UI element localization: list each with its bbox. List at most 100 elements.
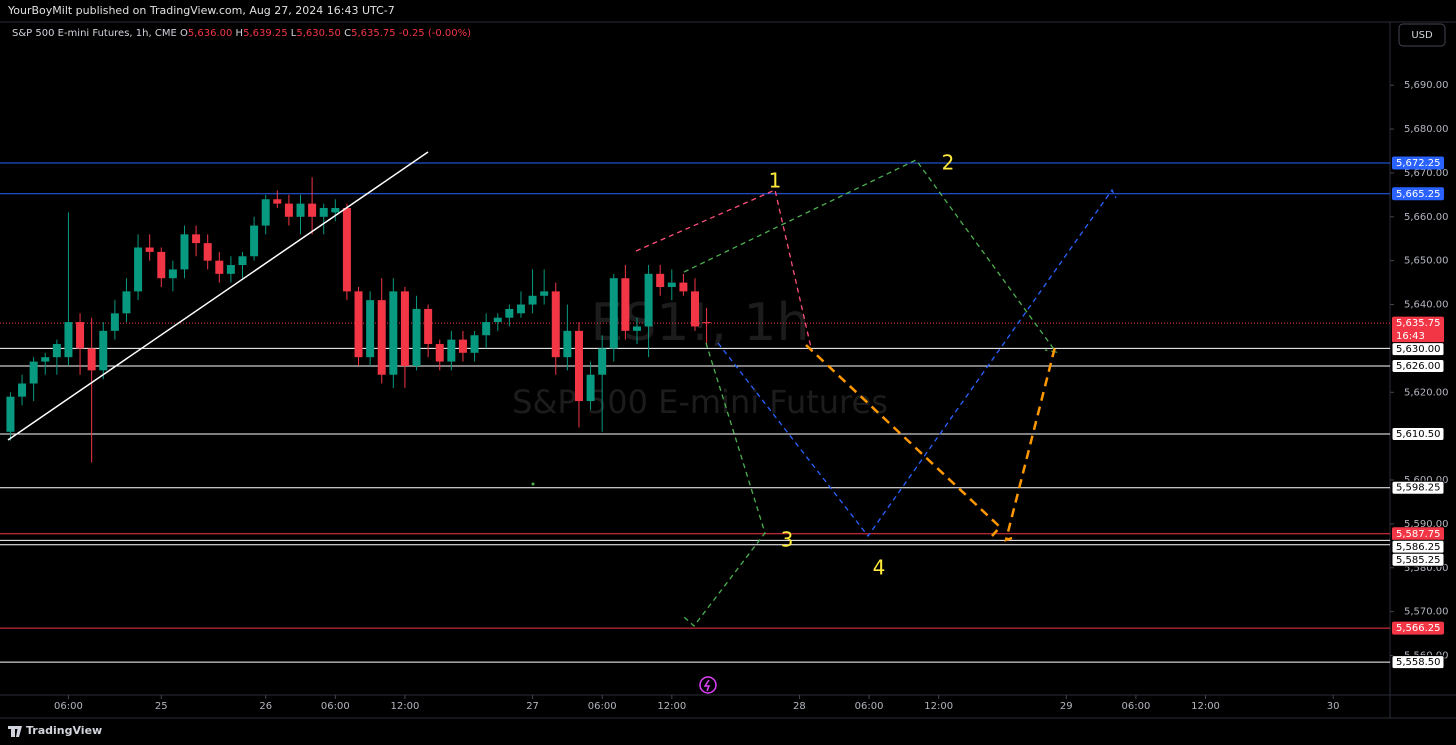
candle-body [644, 273, 653, 327]
level-label: 5,598.25 [1396, 483, 1441, 494]
x-tick-label: 06:00 [1121, 701, 1150, 712]
candle-body [308, 203, 317, 217]
candle-body [319, 208, 328, 217]
candle-body [400, 291, 409, 366]
y-tick-label: 5,620.00 [1404, 387, 1449, 398]
candle-body [87, 348, 96, 371]
candle-body [389, 291, 398, 375]
candle-body [168, 269, 177, 279]
legend-value: 5,636.00 [188, 28, 233, 39]
y-tick-label: 5,690.00 [1404, 80, 1449, 91]
legend-value: 5,630.50 [296, 28, 341, 39]
level-box [1391, 342, 1445, 357]
candle-body [18, 383, 27, 397]
publisher: YourBoyMilt published on TradingView.com… [7, 4, 395, 17]
candle-body [493, 317, 502, 323]
level-label: 5,610.50 [1396, 429, 1441, 440]
candle-body [273, 199, 282, 204]
y-tick-label: 5,650.00 [1404, 256, 1449, 267]
candle-body [482, 322, 491, 336]
y-tick-label: 5,670.00 [1404, 168, 1449, 179]
candle-body [250, 225, 259, 257]
level-label: 5,665.25 [1396, 189, 1441, 200]
level-label: 5,566.25 [1396, 623, 1441, 634]
candle-body [412, 308, 421, 366]
candle-body [435, 344, 444, 362]
level-box [1391, 480, 1445, 495]
candle-body [122, 291, 131, 314]
level-label: 5,672.25 [1396, 158, 1441, 169]
currency-button[interactable] [1398, 23, 1446, 47]
y-tick-label: 5,580.00 [1404, 563, 1449, 574]
x-tick-label: 26 [259, 701, 272, 712]
drawings [7, 151, 1117, 627]
candle-body [296, 203, 305, 217]
candle-body [215, 260, 224, 274]
candle-body [29, 361, 38, 384]
level-box [1391, 358, 1445, 373]
x-tick-label: 25 [155, 701, 168, 712]
candle-body [702, 322, 711, 324]
level-box [1392, 187, 1444, 201]
projection [805, 344, 1002, 537]
dot [531, 482, 535, 486]
candle-body [609, 278, 618, 349]
level-label: 5,585.25 [1396, 555, 1441, 566]
x-tick-label: 06:00 [54, 701, 83, 712]
level-label: 5,586.25 [1396, 542, 1441, 553]
watermark-name: S&P 500 E-mini Futures [512, 383, 888, 421]
legend-change: -0.25 (-0.00%) [399, 28, 471, 39]
candle-body [192, 234, 201, 244]
candle-body [180, 234, 189, 270]
candle-body [563, 330, 572, 358]
event-icon[interactable] [699, 676, 717, 694]
candle-body [238, 256, 247, 266]
level-label: 5,630.00 [1396, 344, 1441, 355]
candle-body [226, 265, 235, 274]
projection [1004, 342, 1058, 542]
candle-body [110, 313, 119, 331]
candle-body [6, 396, 15, 432]
y-tick-label: 5,570.00 [1404, 607, 1449, 618]
candle-body [691, 291, 699, 327]
candle-body [424, 308, 433, 345]
legend-value: 5,635.75 [351, 28, 396, 39]
level-label: 5,587.75 [1396, 529, 1441, 540]
legend-label: H [236, 28, 244, 39]
trend-line [7, 151, 429, 441]
footer-logo [8, 726, 22, 737]
candle-body [76, 322, 85, 349]
level-box [1391, 655, 1445, 670]
candle-body [505, 308, 514, 318]
levels [0, 162, 1390, 663]
y-tick-label: 5,660.00 [1404, 212, 1449, 223]
candle-body [632, 326, 641, 331]
legend-label: O [180, 28, 188, 39]
candle-body [331, 208, 340, 213]
wave-label: 2 [942, 151, 955, 175]
candle-body [551, 291, 560, 358]
candle-body [598, 348, 607, 375]
candle-body [354, 291, 363, 358]
candle-body [157, 251, 166, 279]
candle-body [64, 322, 73, 358]
footer: TradingView [26, 724, 102, 737]
candle-body [656, 273, 665, 287]
y-tick-label: 5,680.00 [1404, 124, 1449, 135]
wave-label: 3 [781, 528, 794, 552]
x-tick-label: 06:00 [855, 701, 884, 712]
candle-body [574, 330, 583, 402]
currency[interactable]: USD [1411, 30, 1433, 41]
x-tick-label: 29 [1060, 701, 1073, 712]
level-box [1392, 156, 1444, 170]
x-tick-label: 30 [1327, 701, 1340, 712]
wave-label: 1 [769, 169, 782, 193]
x-tick-label: 12:00 [1191, 701, 1220, 712]
candle-body [284, 203, 293, 217]
level-label: 5,635.75 [1396, 318, 1441, 329]
level-label: 5,558.50 [1396, 657, 1441, 668]
candle-body [528, 295, 537, 305]
candle-body [470, 335, 479, 353]
